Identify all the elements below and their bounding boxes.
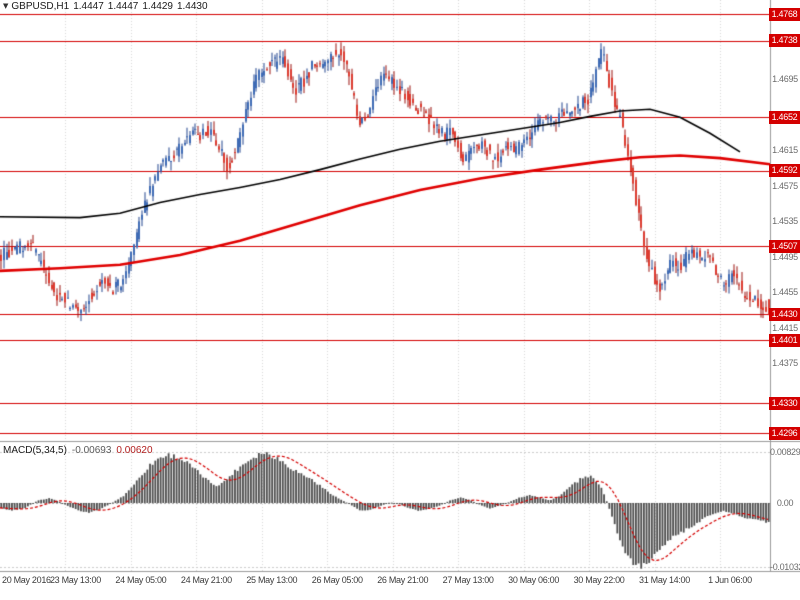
ohlc-close-value: 1.4430: [176, 1, 208, 12]
macd-name-label: MACD(5,34,5): [3, 445, 67, 456]
macd-indicator-label: MACD(5,34,5) -0.00693 0.00620: [3, 445, 158, 456]
symbol-timeframe-label: GBPUSD,H1: [11, 1, 70, 12]
ohlc-high-value: 1.4447: [107, 1, 139, 12]
chart-title: ▼ GBPUSD,H1 1.4447 1.4447 1.4429 1.4430: [3, 1, 212, 12]
chart-menu-triangle-icon[interactable]: ▼: [3, 2, 9, 10]
ohlc-low-value: 1.4429: [142, 1, 173, 12]
macd-main-value: -0.00693: [71, 445, 112, 456]
ohlc-open-value: 1.4447: [73, 1, 104, 12]
macd-signal-value: 0.00620: [116, 445, 153, 456]
